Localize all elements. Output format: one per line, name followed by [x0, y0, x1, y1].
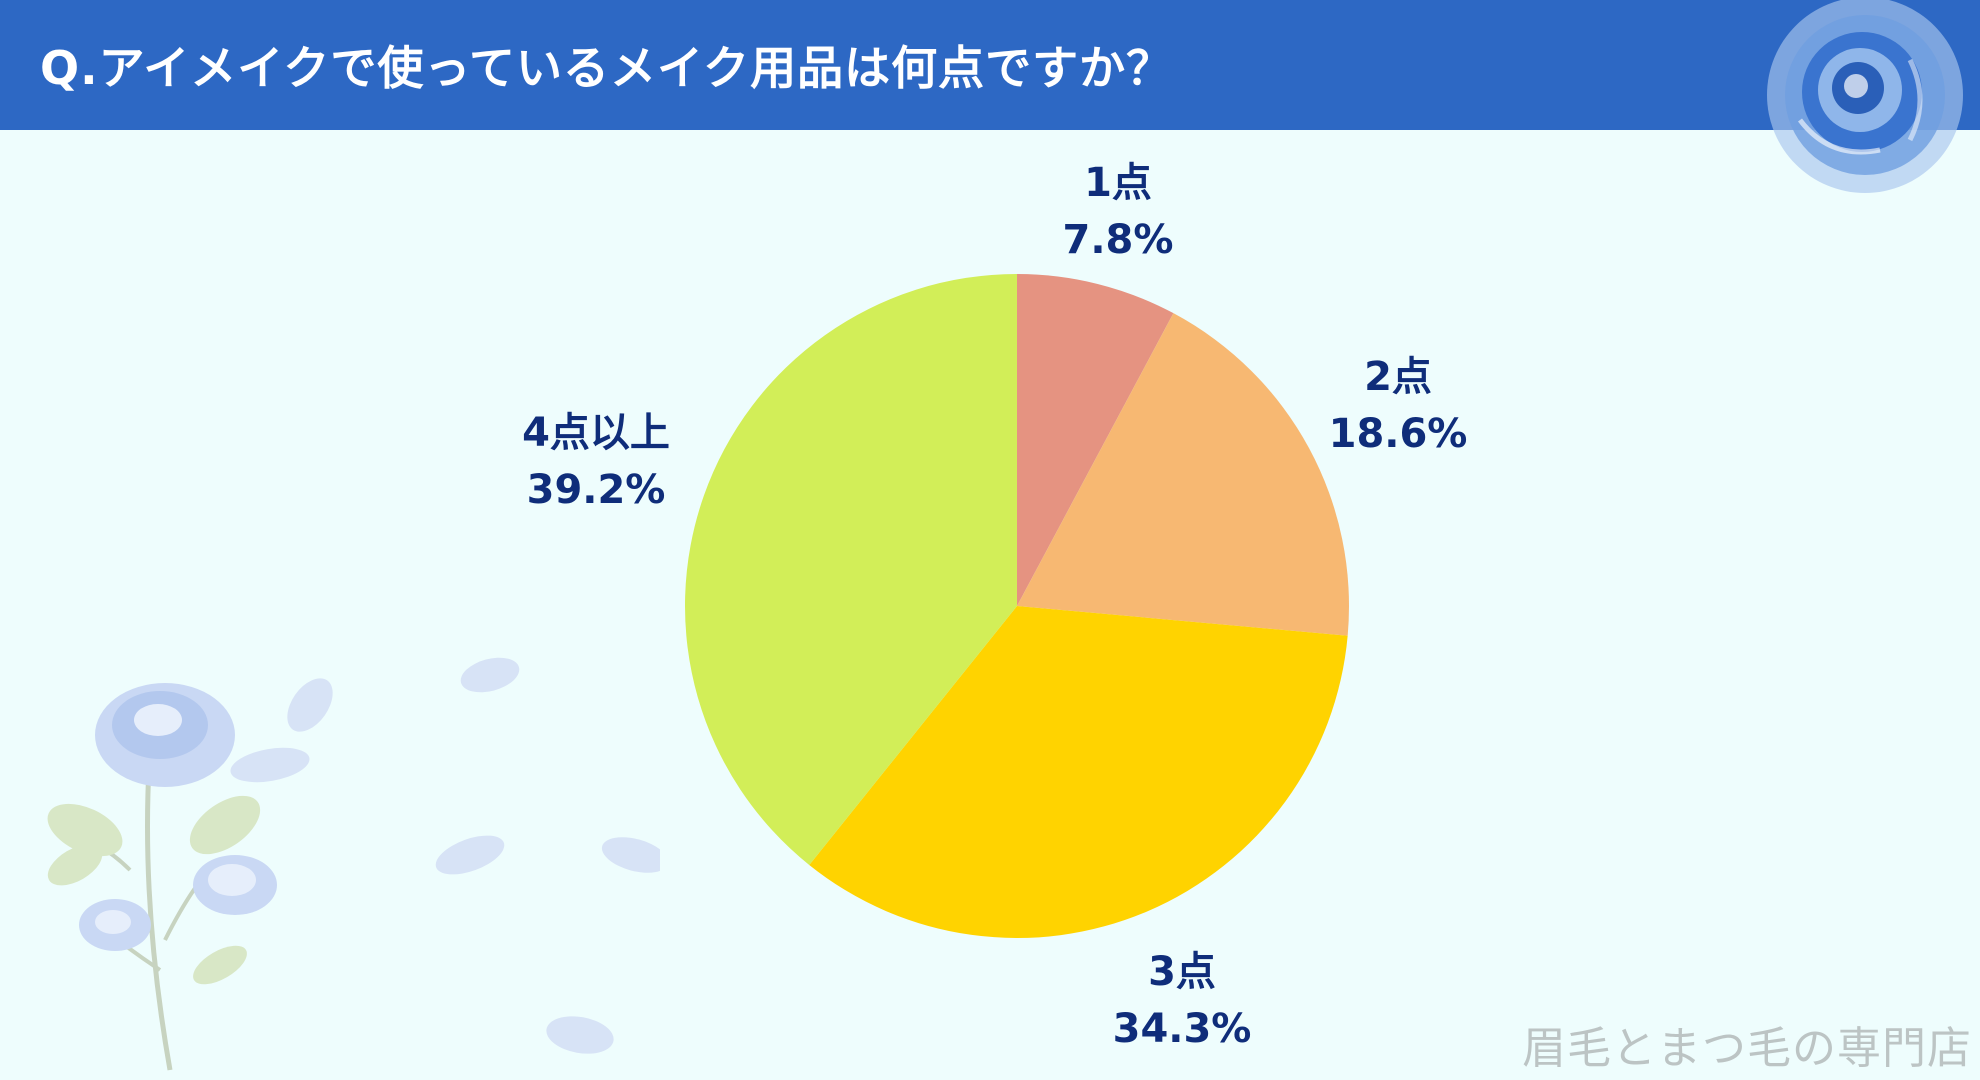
- pie-slice-3: [809, 606, 1348, 939]
- slice-percent-label: 7.8%: [1062, 217, 1174, 263]
- slice-category-label: 3点: [1148, 949, 1216, 995]
- watermark-text: 眉毛とまつ毛の専門店: [1522, 1023, 1972, 1074]
- slice-percent-label: 34.3%: [1112, 1006, 1252, 1052]
- pie-slice-4: [684, 274, 1017, 865]
- slice-category-label: 1点: [1084, 160, 1152, 206]
- slice-label-1: 1点 7.8%: [998, 155, 1238, 269]
- pie-slice-1: [1017, 274, 1174, 606]
- pie-slice-2: [1017, 313, 1350, 636]
- slice-category-label: 4点以上: [522, 410, 670, 456]
- blue-rose-icon: [1767, 0, 1963, 193]
- rose-petal-icon: [287, 678, 333, 732]
- slice-label-3: 3点 34.3%: [1062, 944, 1302, 1058]
- slice-label-4: 4点以上 39.2%: [476, 405, 716, 519]
- pie-slices: [684, 274, 1350, 939]
- slice-percent-label: 18.6%: [1328, 411, 1468, 457]
- title-bar: Q.アイメイクで使っているメイク用品は何点ですか？: [0, 0, 1980, 130]
- slice-category-label: 2点: [1364, 354, 1432, 400]
- page-title: Q.アイメイクで使っているメイク用品は何点ですか？: [40, 41, 1174, 95]
- blue-rose-branch-icon: [47, 657, 660, 1071]
- slice-label-2: 2点 18.6%: [1278, 349, 1518, 463]
- slice-percent-label: 39.2%: [526, 467, 666, 513]
